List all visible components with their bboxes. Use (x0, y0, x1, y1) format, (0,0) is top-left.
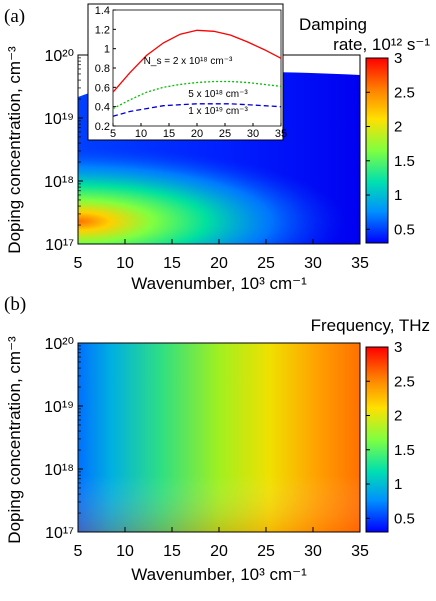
inset-label-series-2: 5 x 10¹⁸ cm⁻³ (188, 89, 248, 100)
x-tick-label: 15 (163, 255, 181, 272)
y-tick-label: 10¹⁹ (44, 111, 74, 128)
inset-label-series-3: 1 x 10¹⁹ cm⁻³ (188, 106, 248, 117)
panel-a-y-axis: 10¹⁷ 10¹⁸ 10¹⁹ 10²⁰ (44, 48, 83, 254)
panel-b-colorbar: 0.5 1 1.5 2 2.5 3 Frequency, THz (311, 316, 430, 533)
y-tick-label: 10¹⁸ (44, 174, 74, 191)
x-tick-label: 35 (351, 543, 369, 560)
panel-a-x-axis: 5 10 15 20 25 30 35 (74, 239, 369, 272)
inset-y-tick-label: 1 (104, 44, 110, 56)
inset-y-tick-label: 1.4 (95, 5, 110, 17)
panel-a-y-label: Doping concentration, cm⁻³ (5, 46, 24, 254)
panel-b-colorbar-bar (365, 346, 389, 533)
panel-a-colorbar-ticks: 0.5 1 1.5 2 2.5 3 (366, 50, 415, 238)
colorbar-tick-label: 3 (394, 50, 402, 67)
colorbar-tick-label: 3 (394, 339, 402, 356)
x-tick-label: 30 (304, 255, 322, 272)
x-tick-label: 20 (210, 543, 228, 560)
panel-b-colorbar-label: Frequency, THz (311, 316, 430, 335)
panel-a-colorbar-bar (365, 57, 389, 244)
inset-y-tick-label: 0.6 (95, 82, 110, 94)
x-tick-label: 5 (74, 543, 83, 560)
panel-b-x-axis: 5 10 15 20 25 30 35 (74, 527, 369, 560)
x-tick-label: 20 (210, 255, 228, 272)
y-tick-label: 10²⁰ (44, 336, 74, 353)
panel-a-colorbar: 0.5 1 1.5 2 2.5 3 Damping rate, 10¹² s⁻¹ (299, 15, 430, 244)
x-tick-label: 10 (116, 543, 134, 560)
x-tick-label: 5 (74, 255, 83, 272)
panel-a-x-label: Wavenumber, 10³ cm⁻¹ (131, 274, 307, 293)
colorbar-tick-label: 0.5 (394, 221, 415, 238)
panel-b-y-label: Doping concentration, cm⁻³ (5, 336, 24, 544)
inset-x-tick-label: 10 (135, 128, 147, 140)
inset-y-tick-label: 1.2 (95, 24, 110, 36)
x-tick-label: 30 (304, 543, 322, 560)
inset-x-tick-label: 15 (163, 128, 175, 140)
x-tick-label: 15 (163, 543, 181, 560)
inset-x-tick-label: 20 (191, 128, 203, 140)
x-tick-label: 25 (257, 255, 275, 272)
panel-b-y-axis: 10¹⁷ 10¹⁸ 10¹⁹ 10²⁰ (44, 336, 83, 542)
inset-label-series-1: N_s = 2 x 10¹⁸ cm⁻³ (144, 56, 233, 67)
inset-y-tick-label: 0.4 (95, 102, 110, 114)
panel-a-colorbar-label-line1: Damping (299, 15, 367, 34)
x-tick-label: 35 (351, 255, 369, 272)
colorbar-tick-label: 1.5 (394, 442, 415, 459)
colorbar-tick-label: 1 (394, 476, 402, 493)
x-tick-label: 10 (116, 255, 134, 272)
colorbar-tick-label: 2.5 (394, 84, 415, 101)
panel-a-colorbar-label-line2: rate, 10¹² s⁻¹ (333, 35, 430, 54)
inset-y-tick-label: 0.8 (95, 63, 110, 75)
inset-series-line-1 (112, 29, 282, 93)
panel-b: (b) 5 10 15 20 25 30 35 10¹⁷ 10¹⁸ 10¹⁹ 10²⁰ Waven… (4, 294, 430, 584)
y-tick-label: 10¹⁷ (45, 237, 74, 254)
colorbar-tick-label: 1 (394, 187, 402, 204)
panel-b-heatmap (77, 342, 361, 533)
panel-a-inset: 5 10 15 20 25 30 35 0.2 0.4 0.6 0.8 1 1.2 1.4 N_s = 2… (87, 3, 287, 141)
y-tick-label: 10¹⁹ (44, 399, 74, 416)
panel-b-x-label: Wavenumber, 10³ cm⁻¹ (131, 565, 307, 584)
panel-a-inset-background (87, 3, 284, 141)
y-tick-label: 10²⁰ (44, 48, 74, 65)
inset-x-tick-label: 5 (110, 128, 116, 140)
colorbar-tick-label: 1.5 (394, 153, 415, 170)
y-tick-label: 10¹⁸ (44, 462, 74, 479)
inset-x-tick-label: 35 (275, 128, 287, 140)
inset-series-line-3 (112, 103, 282, 117)
inset-x-tick-label: 30 (247, 128, 259, 140)
inset-series-line-2 (112, 80, 282, 110)
panel-a-inset-axes: 5 10 15 20 25 30 35 0.2 0.4 0.6 0.8 1 1.2 1.4 (95, 5, 287, 140)
inset-y-tick-label: 0.2 (95, 121, 110, 133)
colorbar-tick-label: 2.5 (394, 373, 415, 390)
panel-b-label: (b) (4, 294, 26, 315)
y-tick-label: 10¹⁷ (45, 525, 74, 542)
panel-a-label: (a) (4, 6, 25, 27)
colorbar-tick-label: 2 (394, 119, 402, 136)
panel-a-inset-lines (112, 29, 282, 117)
panel-b-heatmap-shade (78, 343, 360, 532)
colorbar-tick-label: 2 (394, 408, 402, 425)
colorbar-tick-label: 0.5 (394, 510, 415, 527)
x-tick-label: 25 (257, 543, 275, 560)
inset-x-tick-label: 25 (219, 128, 231, 140)
panel-b-colorbar-ticks: 0.5 1 1.5 2 2.5 3 (366, 339, 415, 527)
